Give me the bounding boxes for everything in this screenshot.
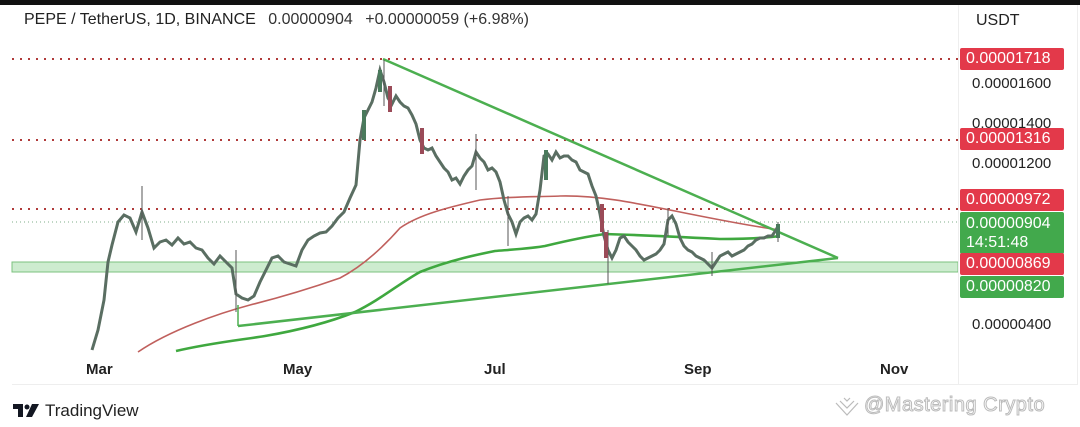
price-tag-zone-bottom: 0.00000820 — [960, 276, 1064, 298]
support-zone — [11, 261, 959, 273]
price-tag-zone-top: 0.00000869 — [960, 253, 1064, 275]
current-price-value: 0.00000904 — [966, 215, 1051, 232]
lower-trendline — [237, 256, 839, 328]
upper-trendline — [382, 57, 839, 260]
bar-countdown: 14:51:48 — [966, 234, 1029, 251]
tradingview-brand[interactable]: TradingView — [13, 401, 139, 421]
watermark-text: @Mastering Crypto — [863, 394, 1046, 417]
price-tick: 0.00001200 — [972, 155, 1052, 172]
symbol-label[interactable]: PEPE / TetherUS, 1D, BINANCE — [24, 11, 256, 28]
price-tick: 0.00000400 — [972, 316, 1052, 333]
price-tag-current: 0.00000904 14:51:48 — [960, 212, 1064, 254]
currency-label[interactable]: USDT — [976, 12, 1020, 29]
chart-frame[interactable] — [12, 5, 1078, 385]
top-border — [0, 0, 1080, 5]
tradingview-logo-icon — [13, 404, 39, 417]
time-axis-border — [12, 384, 1078, 385]
price-tag-resistance-972: 0.00000972 — [960, 189, 1064, 211]
watermark: @Mastering Crypto — [834, 394, 1045, 417]
price-tick: 0.00001600 — [972, 75, 1052, 92]
last-price: 0.00000904 — [268, 11, 353, 28]
brand-name: TradingView — [45, 401, 139, 420]
price-axis[interactable] — [958, 5, 1078, 385]
time-label-mar: Mar — [86, 361, 113, 378]
time-label-sep: Sep — [684, 361, 712, 378]
price-tag-resistance-1316: 0.00001316 — [960, 128, 1064, 150]
moving-average-red — [137, 195, 781, 353]
chart-legend: PEPE / TetherUS, 1D, BINANCE 0.00000904 … — [24, 11, 529, 29]
candles — [90, 60, 780, 351]
price-change: +0.00000059 (+6.98%) — [365, 11, 529, 28]
time-label-jul: Jul — [484, 361, 506, 378]
price-tick: 0.00001400 — [972, 115, 1052, 132]
diamond-icon — [835, 397, 859, 416]
price-tag-resistance-1718: 0.00001718 — [960, 48, 1064, 70]
time-label-nov: Nov — [880, 361, 909, 378]
time-label-may: May — [283, 361, 313, 378]
